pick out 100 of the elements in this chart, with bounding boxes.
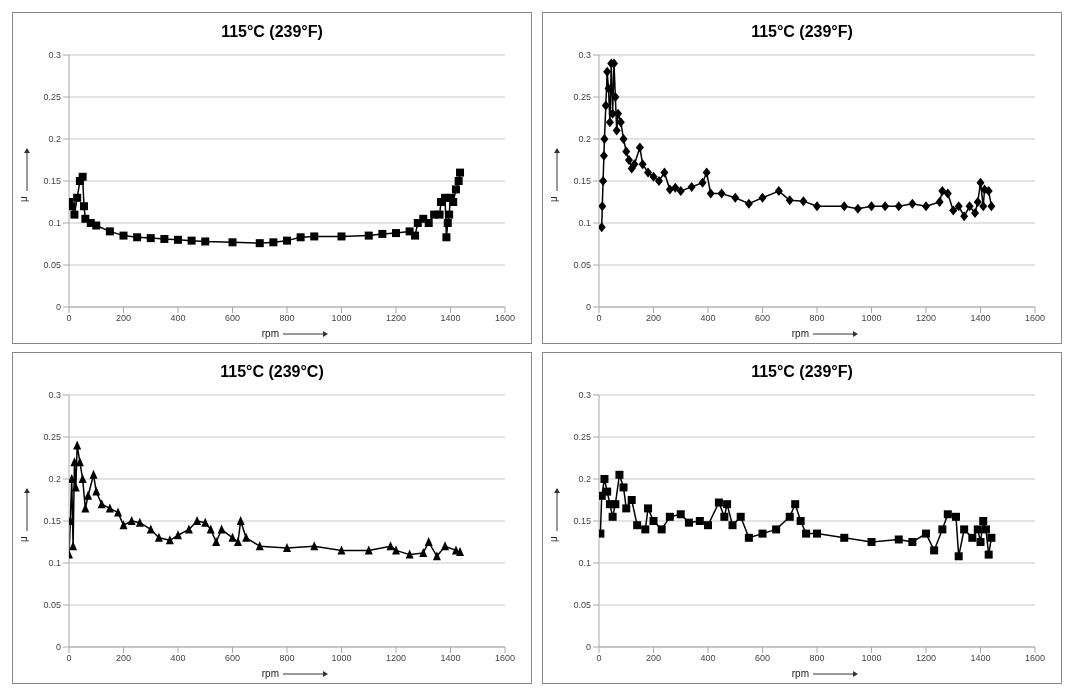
point [744, 533, 753, 542]
point [97, 499, 106, 509]
x-tick-label: 600 [224, 313, 241, 324]
chart-title: 115°C (239°F) [750, 22, 854, 42]
point [89, 469, 98, 479]
point [69, 202, 76, 211]
point [79, 202, 88, 211]
point [242, 532, 251, 542]
point [796, 517, 805, 525]
point [723, 500, 732, 509]
x-tick-label: 0 [66, 653, 72, 664]
x-tick-label: 0 [596, 653, 602, 664]
point [174, 530, 182, 540]
point [71, 482, 80, 492]
point [146, 524, 155, 534]
point [424, 537, 433, 546]
y-axis-title: μ [18, 535, 29, 542]
x-tick-label: 200 [115, 313, 132, 324]
point [960, 525, 969, 534]
x-tick-label: 1400 [970, 653, 991, 664]
y-tick-label: 0 [585, 642, 591, 653]
point [405, 549, 414, 559]
y-tick-label: 0.15 [573, 516, 591, 527]
point [296, 233, 305, 242]
y-tick-label: 0.1 [578, 558, 591, 569]
point [785, 512, 794, 521]
x-tick-label: 800 [279, 653, 295, 664]
point [114, 507, 123, 517]
point [772, 525, 781, 534]
x-tick-label: 400 [700, 313, 716, 324]
point [119, 520, 128, 530]
point [456, 547, 465, 557]
point [979, 517, 988, 525]
point [78, 474, 87, 483]
point [758, 529, 767, 538]
point [435, 210, 444, 219]
x-axis-title: rpm [791, 328, 809, 339]
point [695, 517, 704, 525]
y-tick-label: 0.15 [573, 176, 591, 187]
x-axis-title: rpm [261, 668, 279, 679]
y-axis-title: μ [18, 195, 29, 202]
point [337, 232, 346, 241]
point [976, 538, 985, 546]
point [608, 512, 617, 521]
point [802, 529, 811, 538]
point [337, 545, 346, 555]
x-tick-label: 200 [115, 653, 132, 664]
point [193, 516, 202, 525]
x-tick-label: 1600 [494, 653, 516, 664]
point [228, 238, 237, 247]
point [908, 538, 917, 546]
point [442, 233, 451, 242]
point [233, 537, 242, 546]
y-tick-label: 0.2 [48, 134, 61, 145]
point [720, 512, 729, 521]
point [619, 483, 628, 492]
y-tick-label: 0.1 [578, 218, 591, 229]
y-tick-label: 0 [585, 302, 591, 313]
y-tick-label: 0.2 [578, 474, 591, 485]
x-tick-label: 400 [170, 313, 186, 324]
y-tick-label: 0.25 [43, 432, 61, 443]
point [69, 541, 78, 551]
point [201, 237, 210, 246]
chart-title: 115°C (239°F) [750, 362, 854, 382]
point [212, 537, 221, 546]
point [649, 517, 658, 525]
y-tick-label: 0.2 [578, 134, 591, 145]
point [283, 542, 291, 552]
point [714, 498, 723, 507]
point [954, 552, 963, 561]
x-tick-label: 1200 [915, 313, 937, 324]
y-tick-label: 0 [55, 302, 61, 313]
point [791, 500, 800, 509]
point [70, 210, 79, 219]
x-tick-label: 1600 [1024, 653, 1046, 664]
point [411, 231, 420, 240]
point [92, 486, 101, 496]
point [454, 177, 463, 185]
point [105, 503, 114, 513]
y-tick-label: 0.2 [48, 474, 61, 485]
point [187, 236, 196, 245]
point [603, 487, 612, 496]
x-tick-label: 1400 [440, 653, 461, 664]
point [441, 541, 450, 551]
point [255, 541, 264, 551]
point [133, 233, 142, 242]
point [364, 545, 373, 555]
x-tick-label: 0 [66, 313, 72, 324]
x-tick-label: 1400 [970, 313, 991, 324]
point [424, 219, 433, 227]
point [813, 529, 821, 538]
point [73, 440, 82, 450]
point [622, 504, 631, 513]
point [184, 524, 193, 534]
point [92, 221, 101, 230]
point [981, 525, 990, 534]
y-tick-label: 0 [55, 642, 61, 653]
point [78, 172, 87, 181]
point [310, 232, 319, 241]
x-axis-title: rpm [791, 668, 809, 679]
